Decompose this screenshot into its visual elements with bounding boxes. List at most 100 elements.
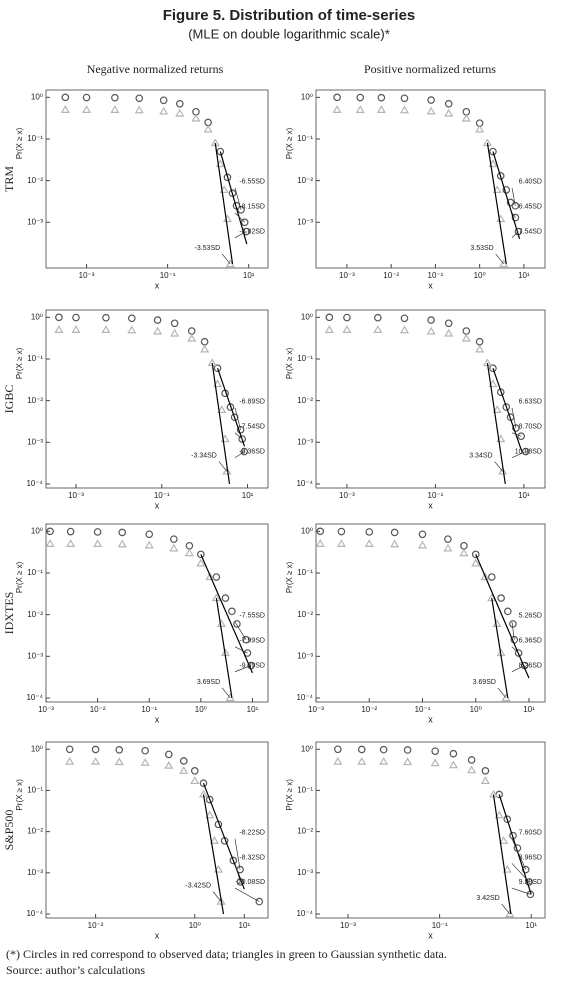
circle-point bbox=[242, 635, 250, 644]
triangle-point bbox=[448, 760, 458, 769]
annotation-label: 6.36SD bbox=[519, 638, 542, 645]
x-tick-label: 10⁻³ bbox=[308, 705, 324, 714]
y-axis-label: Pr(X ≥ x) bbox=[15, 127, 24, 159]
annotation-label: -8.82SD bbox=[239, 229, 265, 236]
triangle-point bbox=[117, 539, 127, 548]
triangle-point bbox=[169, 543, 179, 552]
triangle-point bbox=[191, 113, 201, 122]
circle-point bbox=[66, 527, 75, 536]
x-tick-label: 10⁻¹ bbox=[160, 271, 176, 280]
triangle-point bbox=[159, 106, 169, 115]
circle-point bbox=[229, 856, 238, 865]
circle-point bbox=[334, 745, 342, 754]
triangle-point bbox=[336, 539, 346, 547]
triangle-point bbox=[101, 325, 111, 333]
triangle-point bbox=[71, 325, 81, 333]
x-axis-label: x bbox=[155, 280, 160, 290]
triangle-point bbox=[426, 106, 436, 115]
annotation-arrow bbox=[511, 887, 531, 895]
annotation-label: -3.42SD bbox=[185, 882, 211, 889]
circle-point bbox=[111, 93, 119, 102]
circle-point bbox=[46, 527, 54, 536]
circle-point bbox=[204, 118, 212, 127]
circle-point bbox=[61, 93, 70, 102]
y-tick-label: 10⁻⁴ bbox=[26, 693, 43, 702]
triangle-point bbox=[417, 540, 428, 549]
plot-frame bbox=[45, 741, 269, 919]
circle-point bbox=[517, 432, 526, 441]
y-tick-label: 10⁻² bbox=[27, 396, 43, 405]
triangle-point bbox=[66, 539, 76, 547]
triangle-point bbox=[403, 757, 413, 766]
annotation-label: 3.53SD bbox=[470, 245, 493, 252]
triangle-point bbox=[93, 539, 103, 547]
fit-line bbox=[486, 362, 506, 485]
y-tick-label: 10⁻³ bbox=[27, 217, 43, 226]
x-tick-label: 10¹ bbox=[525, 921, 537, 930]
triangle-point bbox=[471, 558, 481, 567]
x-tick-label: 10¹ bbox=[518, 271, 530, 280]
circle-point bbox=[91, 745, 100, 754]
triangle-point bbox=[54, 325, 64, 333]
annotation-arrow bbox=[234, 665, 252, 673]
annotation-arrow bbox=[234, 451, 245, 459]
circle-point bbox=[374, 313, 382, 322]
y-tick-label: 10⁻³ bbox=[297, 437, 313, 446]
y-tick-label: 10⁻⁴ bbox=[26, 909, 43, 918]
triangle-point bbox=[315, 539, 325, 547]
annotation-arrow bbox=[495, 253, 504, 265]
triangle-point bbox=[134, 105, 144, 114]
y-tick-label: 10⁰ bbox=[31, 744, 43, 753]
circle-point bbox=[159, 96, 168, 105]
annotation-arrow bbox=[234, 838, 241, 870]
circle-point bbox=[525, 878, 533, 886]
triangle-point bbox=[355, 105, 365, 113]
x-tick-label: 10⁻¹ bbox=[428, 491, 444, 500]
circle-point bbox=[467, 756, 476, 764]
triangle-point bbox=[179, 766, 189, 774]
circle-point bbox=[135, 94, 144, 103]
annotation-label: 6.40SD bbox=[519, 179, 542, 186]
triangle-point bbox=[505, 909, 515, 918]
triangle-point bbox=[467, 765, 477, 774]
annotation-label: -3.53SD bbox=[194, 245, 220, 252]
triangle-point bbox=[65, 756, 75, 765]
annotation-label: 6.63SD bbox=[519, 399, 542, 406]
circle-point bbox=[205, 795, 214, 804]
x-axis-label: x bbox=[428, 500, 433, 510]
circle-point bbox=[200, 337, 209, 346]
circle-point bbox=[118, 528, 127, 537]
fit-line bbox=[202, 794, 225, 915]
circle-point bbox=[509, 620, 517, 628]
annotation-arrow bbox=[511, 212, 516, 218]
y-tick-label: 10⁻² bbox=[27, 610, 43, 619]
fit-line bbox=[475, 554, 530, 679]
annotation-arrow bbox=[234, 212, 245, 223]
row-label: IDXTES bbox=[2, 592, 16, 635]
circle-point bbox=[145, 530, 154, 539]
x-tick-label: 10⁻³ bbox=[340, 921, 356, 930]
circle-point bbox=[481, 766, 490, 775]
x-tick-label: 10⁰ bbox=[195, 705, 207, 714]
triangle-point bbox=[357, 756, 367, 765]
circle-point bbox=[511, 201, 520, 210]
fit-line bbox=[492, 151, 521, 240]
x-tick-label: 10⁻¹ bbox=[415, 705, 431, 714]
circle-point bbox=[444, 535, 452, 543]
annotation-arrow bbox=[218, 461, 228, 472]
circle-point bbox=[521, 865, 530, 874]
y-tick-label: 10⁻² bbox=[297, 396, 313, 405]
title: Figure 5. Distribution of time-series bbox=[163, 7, 416, 24]
triangle-point bbox=[200, 344, 210, 353]
circle-point bbox=[212, 573, 221, 581]
triangle-point bbox=[196, 558, 206, 567]
circle-point bbox=[175, 99, 184, 108]
y-axis-label: Pr(X ≥ x) bbox=[15, 779, 24, 811]
circle-point bbox=[462, 327, 471, 335]
circle-point bbox=[238, 435, 246, 443]
x-tick-label: 10¹ bbox=[523, 705, 535, 714]
x-tick-label: 10⁻³ bbox=[79, 271, 95, 280]
circle-point bbox=[403, 746, 412, 754]
y-tick-label: 10⁻⁴ bbox=[296, 693, 313, 702]
y-tick-label: 10⁻³ bbox=[297, 868, 313, 877]
